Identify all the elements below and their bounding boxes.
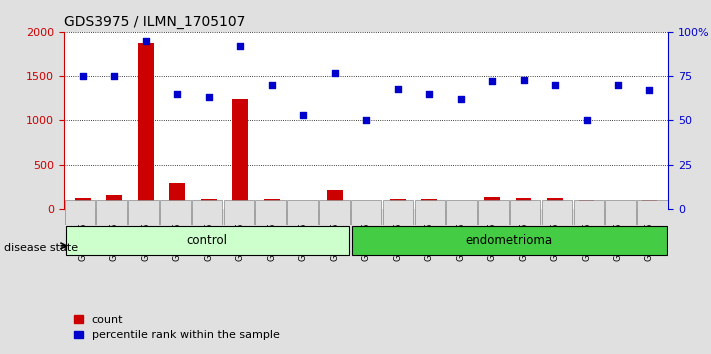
- Point: [486, 79, 498, 84]
- Bar: [453, 201, 469, 209]
- FancyBboxPatch shape: [224, 200, 255, 225]
- FancyBboxPatch shape: [447, 200, 477, 225]
- FancyBboxPatch shape: [65, 227, 348, 255]
- Bar: [390, 199, 405, 209]
- Text: control: control: [186, 234, 228, 247]
- Point: [581, 118, 592, 123]
- FancyBboxPatch shape: [128, 200, 159, 225]
- FancyBboxPatch shape: [478, 200, 508, 225]
- Point: [297, 112, 309, 118]
- FancyBboxPatch shape: [415, 200, 445, 225]
- Point: [140, 38, 151, 44]
- Point: [235, 43, 246, 49]
- Bar: [358, 203, 374, 209]
- FancyBboxPatch shape: [160, 200, 191, 225]
- Bar: [547, 198, 563, 209]
- FancyBboxPatch shape: [510, 200, 540, 225]
- Point: [360, 118, 372, 123]
- FancyBboxPatch shape: [97, 200, 127, 225]
- Bar: [264, 199, 279, 209]
- FancyBboxPatch shape: [352, 227, 667, 255]
- Legend: count, percentile rank within the sample: count, percentile rank within the sample: [70, 310, 284, 345]
- Point: [643, 87, 655, 93]
- Point: [518, 77, 529, 82]
- Bar: [75, 198, 91, 209]
- Point: [171, 91, 183, 97]
- Point: [203, 95, 215, 100]
- Point: [612, 82, 624, 88]
- Point: [550, 82, 561, 88]
- Text: endometrioma: endometrioma: [466, 234, 553, 247]
- FancyBboxPatch shape: [351, 200, 381, 225]
- Point: [392, 86, 403, 91]
- Bar: [515, 198, 531, 209]
- FancyBboxPatch shape: [574, 200, 604, 225]
- Point: [424, 91, 435, 97]
- Bar: [295, 203, 311, 209]
- Point: [329, 70, 341, 75]
- Point: [77, 73, 89, 79]
- Bar: [107, 195, 122, 209]
- Point: [266, 82, 277, 88]
- Bar: [169, 183, 185, 209]
- Bar: [641, 200, 658, 209]
- FancyBboxPatch shape: [542, 200, 572, 225]
- Point: [455, 96, 466, 102]
- FancyBboxPatch shape: [383, 200, 413, 225]
- Text: GDS3975 / ILMN_1705107: GDS3975 / ILMN_1705107: [64, 16, 245, 29]
- FancyBboxPatch shape: [255, 200, 286, 225]
- FancyBboxPatch shape: [605, 200, 636, 225]
- FancyBboxPatch shape: [192, 200, 223, 225]
- Text: disease state: disease state: [4, 243, 77, 253]
- Bar: [138, 44, 154, 209]
- Bar: [610, 203, 626, 209]
- Bar: [579, 200, 594, 209]
- FancyBboxPatch shape: [287, 200, 318, 225]
- Point: [109, 73, 120, 79]
- Bar: [421, 199, 437, 209]
- Bar: [327, 190, 343, 209]
- FancyBboxPatch shape: [319, 200, 350, 225]
- FancyBboxPatch shape: [65, 200, 95, 225]
- Bar: [201, 199, 217, 209]
- Bar: [484, 198, 500, 209]
- Bar: [232, 99, 248, 209]
- FancyBboxPatch shape: [637, 200, 668, 225]
